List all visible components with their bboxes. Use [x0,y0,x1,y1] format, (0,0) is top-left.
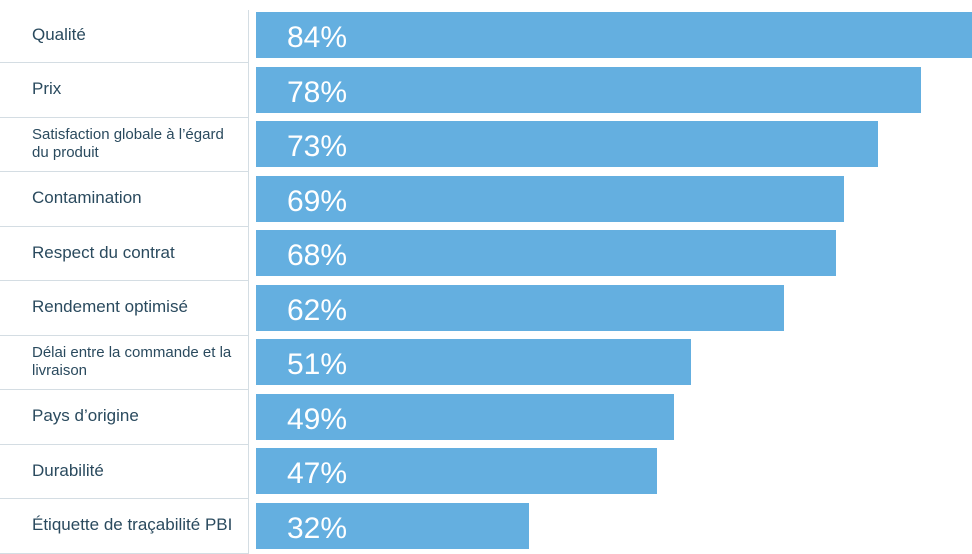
row-divider [0,62,248,63]
bar-value-label: 47% [287,457,348,490]
category-label: Contamination [32,188,142,208]
row-divider [0,552,248,554]
bar [256,393,674,440]
category-label: Pays d’origine [32,406,139,426]
row-divider [0,171,248,172]
bar [256,121,878,167]
bar-value-label: 69% [287,184,348,218]
row-divider [0,498,248,499]
row-divider [0,389,248,390]
category-label: Rendement optimisé [32,297,188,317]
bar [256,339,691,385]
bar-value-label: 68% [287,239,348,272]
bar [256,175,844,222]
bar-value-label: 84% [287,21,348,54]
row-divider [0,225,248,227]
category-label: Délai entre la commande et la livraison [32,344,232,379]
category-label: Prix [32,79,62,99]
category-label: Durabilité [32,460,104,480]
bar [256,448,657,494]
row-divider [0,116,248,118]
category-label: Satisfaction globale à l’égard du produi… [32,126,224,161]
bar-value-label: 32% [287,511,348,545]
row-divider [0,443,248,445]
bar [256,502,529,549]
category-label: Étiquette de traçabilité PBI [32,515,233,535]
bar-value-label: 51% [287,348,348,381]
bar-value-label: 73% [287,130,348,163]
bar-value-label: 78% [287,75,348,109]
category-axis-line [248,10,249,554]
row-divider [0,280,248,281]
category-label: Qualité [32,24,86,44]
bar [256,284,784,331]
bar-value-label: 49% [287,402,348,436]
bar [256,230,836,276]
row-divider [0,334,248,336]
bar [256,66,921,113]
category-label: Respect du contrat [32,242,175,262]
bar-value-label: 62% [287,293,348,327]
bar [256,12,972,58]
